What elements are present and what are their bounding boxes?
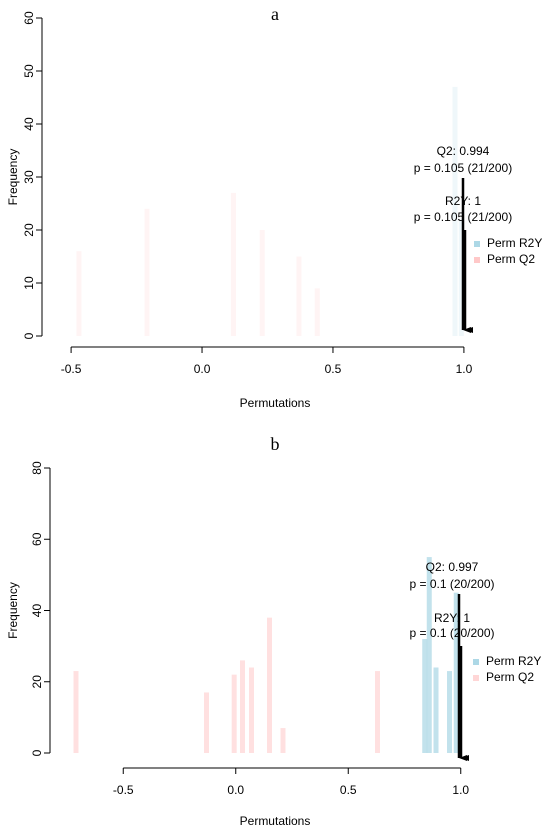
legend-swatch (474, 241, 480, 247)
bar (259, 230, 265, 336)
bar (204, 692, 209, 753)
bar (422, 639, 428, 753)
bar (458, 219, 464, 336)
bar (249, 667, 254, 753)
x-tick-label: 0.5 (325, 362, 342, 376)
x-tick-label: 0.0 (194, 362, 211, 376)
y-tick-label: 10 (22, 276, 36, 290)
chart-title: a (271, 4, 279, 24)
y-axis-label: Frequency (6, 149, 20, 206)
y-tick-label: 20 (22, 223, 36, 237)
bar (230, 192, 236, 336)
bar (240, 660, 245, 753)
legend-label: Perm R2Y (486, 654, 541, 668)
y-tick-label: 0 (30, 749, 44, 756)
bar (267, 617, 272, 753)
y-tick-label: 0 (22, 332, 36, 339)
legend-label: Perm Q2 (487, 252, 535, 266)
bar (314, 288, 320, 336)
y-tick-label: 20 (30, 675, 44, 689)
legend-swatch (473, 659, 479, 665)
annotation: p = 0.1 (20/200) (409, 577, 494, 591)
y-tick-label: 60 (30, 532, 44, 546)
bar (73, 671, 79, 753)
bar (426, 557, 432, 753)
bar (296, 256, 302, 336)
x-tick-label: 0.0 (227, 783, 244, 797)
x-tick-label: 0.5 (340, 783, 357, 797)
bar (280, 728, 286, 753)
y-tick-label: 50 (22, 64, 36, 78)
y-tick-label: 40 (22, 117, 36, 131)
y-tick-label: 40 (30, 604, 44, 618)
x-axis-label: Permutations (240, 396, 311, 410)
bar (447, 671, 452, 753)
legend-swatch (473, 675, 479, 681)
annotation: p = 0.1 (20/200) (409, 626, 494, 640)
annotation: R2Y: 1 (434, 611, 470, 625)
bar (144, 208, 150, 336)
x-tick-label: -0.5 (113, 783, 134, 797)
x-tick-label: -0.5 (61, 362, 82, 376)
chart-title: b (271, 434, 280, 454)
x-tick-label: 1.0 (456, 362, 473, 376)
x-axis-label: Permutations (240, 814, 311, 828)
y-tick-label: 80 (30, 461, 44, 475)
bar (453, 592, 459, 753)
bar (231, 674, 237, 753)
y-axis-label: Frequency (6, 582, 20, 639)
annotation: Q2: 0.997 (426, 560, 479, 574)
bar (76, 251, 82, 336)
legend-label: Perm Q2 (486, 670, 534, 684)
legend-label: Perm R2Y (487, 236, 542, 250)
y-tick-label: 60 (22, 11, 36, 25)
annotation: Q2: 0.994 (437, 144, 490, 158)
bar (375, 671, 380, 753)
bar (452, 86, 458, 337)
annotation: p = 0.105 (21/200) (414, 161, 512, 175)
x-tick-label: 1.0 (452, 783, 469, 797)
bar (433, 667, 439, 753)
legend-swatch (474, 257, 480, 263)
y-tick-label: 30 (22, 170, 36, 184)
